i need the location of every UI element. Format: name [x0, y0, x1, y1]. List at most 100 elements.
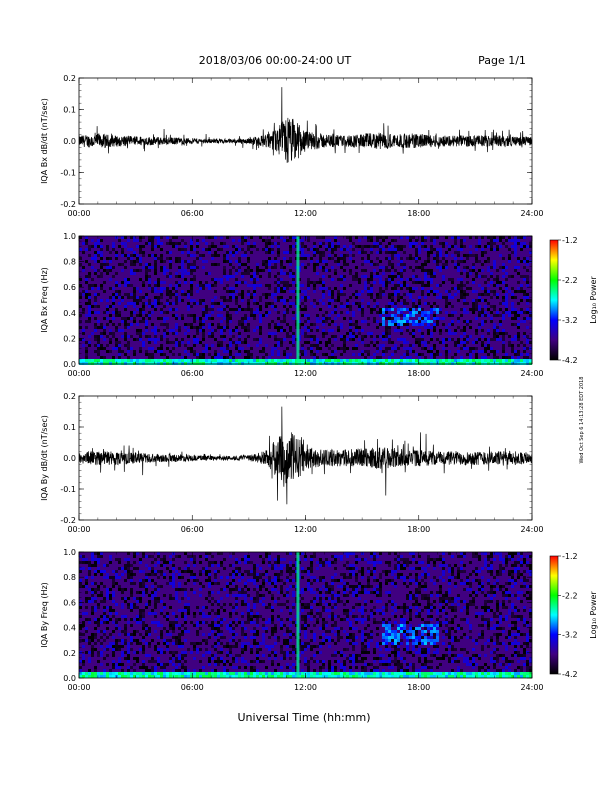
spectrogram-cell — [472, 555, 475, 558]
spectrogram-cell — [109, 257, 112, 260]
spectrogram-cell — [292, 606, 295, 609]
spectrogram-cell — [364, 609, 367, 612]
spectrogram-cell — [394, 362, 397, 365]
spectrogram-cell — [442, 242, 445, 245]
spectrogram-cell — [277, 567, 280, 570]
spectrogram-cell — [274, 576, 277, 579]
spectrogram-cell — [274, 293, 277, 296]
spectrogram-cell — [274, 260, 277, 263]
spectrogram-cell — [499, 588, 502, 591]
spectrogram-cell — [79, 555, 82, 558]
spectrogram-cell — [157, 239, 160, 242]
spectrogram-cell — [307, 239, 310, 242]
spectrogram-cell — [457, 260, 460, 263]
spectrogram-cell — [109, 314, 112, 317]
spectrogram-cell — [115, 281, 118, 284]
spectrogram-cell — [391, 278, 394, 281]
spectrogram-cell — [313, 353, 316, 356]
spectrogram-cell — [427, 606, 430, 609]
spectrogram-cell — [394, 329, 397, 332]
spectrogram-cell — [454, 266, 457, 269]
spectrogram-cell — [448, 323, 451, 326]
spectrogram-cell — [391, 359, 394, 362]
spectrogram-cell — [322, 561, 325, 564]
spectrogram-cell — [373, 591, 376, 594]
spectrogram-cell — [289, 329, 292, 332]
spectrogram-cell — [196, 302, 199, 305]
spectrogram-cell — [292, 570, 295, 573]
spectrogram-cell — [361, 341, 364, 344]
spectrogram-cell — [397, 320, 400, 323]
spectrogram-cell — [271, 296, 274, 299]
spectrogram-cell — [256, 573, 259, 576]
spectrogram-cell — [187, 254, 190, 257]
spectrogram-cell — [187, 579, 190, 582]
spectrogram-cell — [475, 254, 478, 257]
spectrogram-cell — [148, 269, 151, 272]
spectrogram-cell — [493, 278, 496, 281]
spectrogram-cell — [523, 242, 526, 245]
spectrogram-cell — [271, 266, 274, 269]
spectrogram-cell — [523, 558, 526, 561]
spectrogram-cell — [127, 257, 130, 260]
spectrogram-cell — [307, 362, 310, 365]
spectrogram-cell — [325, 248, 328, 251]
spectrogram-cell — [298, 600, 301, 603]
spectrogram-cell — [511, 579, 514, 582]
spectrogram-cell — [427, 278, 430, 281]
spectrogram-cell — [349, 573, 352, 576]
spectrogram-cell — [334, 558, 337, 561]
spectrogram-cell — [499, 287, 502, 290]
spectrogram-cell — [151, 287, 154, 290]
spectrogram-cell — [424, 278, 427, 281]
spectrogram-cell — [154, 582, 157, 585]
spectrogram-cell — [517, 576, 520, 579]
spectrogram-cell — [280, 341, 283, 344]
spectrogram-cell — [286, 284, 289, 287]
spectrogram-cell — [481, 362, 484, 365]
spectrogram-cell — [124, 284, 127, 287]
spectrogram-cell — [400, 323, 403, 326]
spectrogram-cell — [307, 585, 310, 588]
spectrogram-cell — [190, 287, 193, 290]
spectrogram-cell — [394, 323, 397, 326]
spectrogram-cell — [208, 323, 211, 326]
spectrogram-cell — [322, 254, 325, 257]
spectrogram-cell — [133, 320, 136, 323]
spectrogram-cell — [136, 287, 139, 290]
spectrogram-cell — [205, 558, 208, 561]
spectrogram-cell — [412, 350, 415, 353]
spectrogram-cell — [127, 567, 130, 570]
spectrogram-cell — [304, 296, 307, 299]
spectrogram-cell — [241, 594, 244, 597]
spectrogram-cell — [94, 302, 97, 305]
spectrogram-cell — [400, 356, 403, 359]
spectrogram-cell — [274, 564, 277, 567]
spectrogram-cell — [349, 320, 352, 323]
spectrogram-cell — [115, 296, 118, 299]
spectrogram-cell — [301, 263, 304, 266]
spectrogram-cell — [376, 239, 379, 242]
spectrogram-cell — [274, 558, 277, 561]
spectrogram-cell — [268, 356, 271, 359]
spectrogram-cell — [457, 362, 460, 365]
spectrogram-cell — [94, 588, 97, 591]
spectrogram-cell — [127, 558, 130, 561]
spectrogram-cell — [205, 308, 208, 311]
spectrogram-cell — [271, 251, 274, 254]
spectrogram-cell — [256, 302, 259, 305]
spectrogram-cell — [526, 591, 529, 594]
spectrogram-cell — [424, 597, 427, 600]
spectrogram-cell — [214, 236, 217, 239]
spectrogram-cell — [112, 266, 115, 269]
spectrogram-cell — [385, 591, 388, 594]
spectrogram-cell — [400, 284, 403, 287]
spectrogram-cell — [376, 341, 379, 344]
spectrogram-cell — [460, 278, 463, 281]
spectrogram-cell — [370, 296, 373, 299]
spectrogram-cell — [415, 594, 418, 597]
spectrogram-cell — [460, 579, 463, 582]
spectrogram-cell — [391, 314, 394, 317]
spectrogram-cell — [193, 344, 196, 347]
